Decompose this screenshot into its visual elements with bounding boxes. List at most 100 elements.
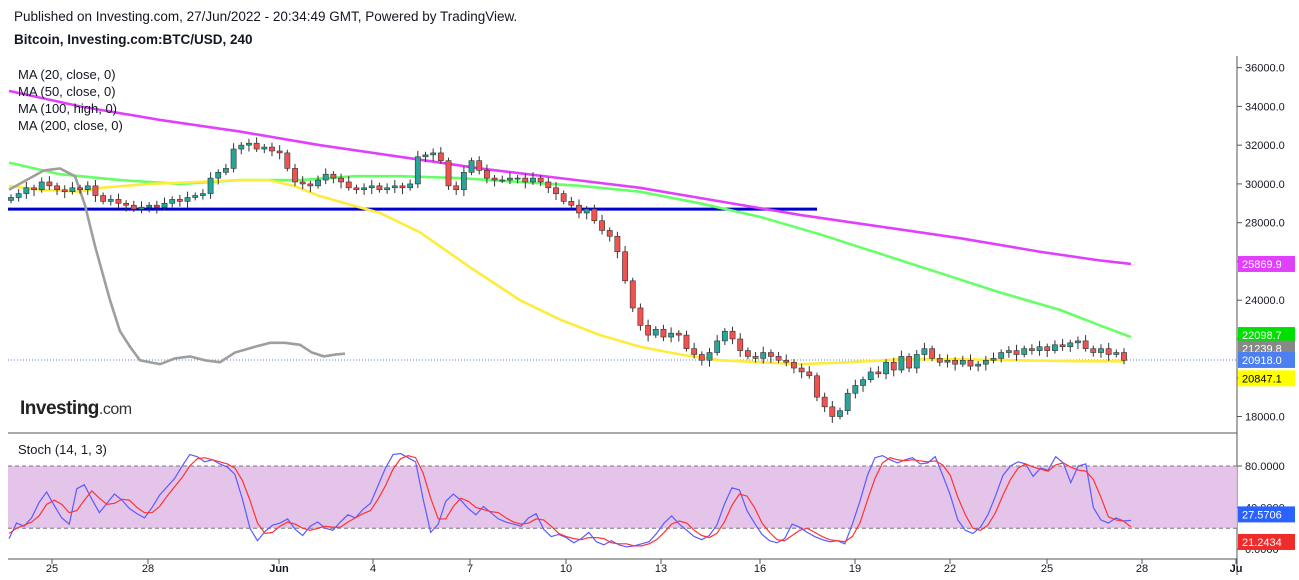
candle (445, 157, 452, 190)
candle-body (1044, 346, 1051, 351)
candle (560, 190, 567, 205)
x-tick-label: 10 (560, 563, 572, 575)
candle-body (353, 187, 360, 191)
candle-body (361, 187, 367, 191)
candle-body (130, 204, 137, 210)
candle (484, 164, 490, 184)
candle-body (153, 204, 160, 208)
candle (345, 176, 352, 191)
candle-body (691, 348, 698, 355)
legend-ma50[interactable]: MA (50, close, 0) (18, 84, 116, 99)
candle-body (537, 177, 544, 183)
legend-ma100[interactable]: MA (100, high, 0) (18, 101, 117, 116)
candle (54, 182, 60, 195)
candle (698, 351, 705, 366)
candle (898, 350, 905, 373)
candle-body (560, 193, 567, 202)
x-tick-label: 25 (46, 563, 58, 575)
candle (691, 342, 698, 359)
candle (806, 366, 813, 379)
candle (223, 163, 229, 176)
stoch-d-line (8, 454, 1132, 547)
candle (399, 182, 406, 195)
candle-body (230, 148, 237, 169)
candle (292, 163, 298, 187)
candle (207, 172, 214, 199)
candle (890, 357, 897, 377)
candle-body (176, 199, 183, 202)
candle (315, 175, 321, 189)
candle (453, 181, 460, 195)
candle (637, 303, 644, 331)
stoch-band (8, 466, 1237, 529)
candle-body (1121, 352, 1127, 361)
y-tick-label: 34000.0 (1245, 101, 1285, 113)
candle-body (146, 204, 153, 208)
candle (23, 181, 30, 199)
candle-body (391, 185, 398, 189)
candle (84, 181, 91, 195)
legend-stoch[interactable]: Stoch (14, 1, 3) (18, 442, 107, 457)
candle (422, 151, 429, 163)
candle-body (8, 197, 14, 201)
candle-body (491, 177, 498, 181)
candle (407, 179, 414, 191)
candle (952, 357, 959, 371)
candle-body (898, 356, 905, 371)
candle (77, 184, 83, 194)
candle (752, 351, 759, 363)
y-tick-label: 28000.0 (1245, 218, 1285, 230)
candle-body (844, 392, 851, 411)
candle (230, 143, 237, 173)
candle-body (622, 251, 628, 282)
candle-body (875, 371, 882, 375)
candle-body (775, 356, 782, 361)
legend-ma20[interactable]: MA (20, close, 0) (18, 67, 116, 82)
candle-body (23, 187, 30, 194)
candle (269, 142, 275, 157)
candle (975, 361, 982, 372)
candle (146, 202, 153, 213)
candle-body (476, 160, 483, 171)
price-label: 20918.0 (1242, 355, 1282, 367)
candle-body (706, 352, 713, 361)
candle-body (284, 152, 291, 169)
candle (1013, 344, 1020, 361)
candle-body (38, 181, 45, 191)
y-tick-label: 24000.0 (1245, 295, 1285, 307)
candle-body (1075, 340, 1081, 344)
y-tick-label: 18000.0 (1245, 411, 1285, 423)
ma200-line (8, 89, 1132, 266)
legend-ma200[interactable]: MA (200, close, 0) (18, 118, 123, 133)
candle-body (729, 330, 736, 340)
stoch-value-box (1238, 506, 1295, 523)
candle (276, 145, 283, 160)
candle (31, 184, 37, 197)
candle (844, 388, 851, 415)
candle (860, 376, 866, 392)
candle (130, 200, 137, 213)
candle-body (568, 201, 575, 206)
candle (660, 324, 667, 342)
candle-body (15, 193, 22, 198)
x-tick-label: Jun (269, 563, 289, 575)
candle-body (814, 375, 820, 398)
candle-body (1005, 350, 1012, 353)
candle-body (883, 361, 889, 375)
candle (115, 193, 122, 209)
x-tick-label: 13 (655, 563, 667, 575)
x-tick-label: 25 (1041, 563, 1053, 575)
candle (322, 168, 329, 185)
candle (614, 231, 621, 259)
candle (1028, 344, 1035, 355)
price-label-box (1238, 351, 1295, 368)
x-tick-label: 7 (467, 563, 473, 575)
candle (507, 172, 513, 185)
x-tick-label: 22 (944, 563, 956, 575)
candle-body (829, 406, 836, 417)
candle-body (675, 332, 682, 336)
candle-body (430, 152, 437, 156)
candle (215, 169, 222, 185)
candle (852, 379, 859, 399)
candle-body (975, 363, 982, 367)
